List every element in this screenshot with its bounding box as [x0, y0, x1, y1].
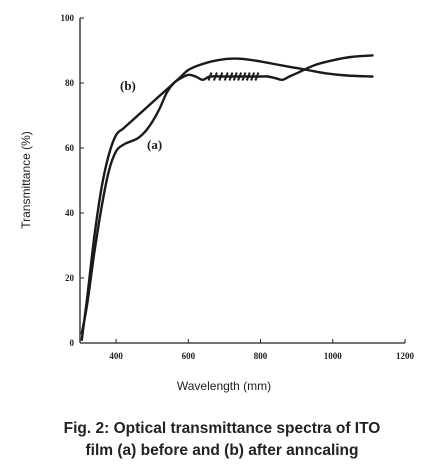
curve-hatch-mark — [245, 72, 251, 81]
curve-hatch-mark — [207, 72, 213, 81]
y-tick-label: 40 — [65, 208, 75, 218]
curve-hatch-mark — [232, 72, 238, 81]
x-tick-label: 1200 — [396, 351, 415, 361]
curve-hatch-mark — [218, 72, 224, 81]
curve-hatch-mark — [228, 72, 234, 81]
y-tick-label: 80 — [65, 78, 75, 88]
y-tick-label: 60 — [65, 143, 75, 153]
y-axis-ticks: 0 20 40 60 80 100 — [61, 13, 84, 348]
y-tick-label: 0 — [70, 338, 75, 348]
x-tick-label: 1000 — [324, 351, 343, 361]
series-line-b — [80, 57, 374, 341]
chart-axes — [79, 18, 405, 344]
x-axis-title: Wavelength (mm) — [177, 379, 271, 393]
figure-caption-line-1: Fig. 2: Optical transmittance spectra of… — [63, 420, 381, 437]
figure-caption-line-2: film (a) before and (b) after anncaling — [85, 442, 359, 459]
x-axis-ticks: 400 600 800 1000 1200 — [109, 339, 415, 361]
curve-hatch-mark — [223, 72, 229, 81]
x-tick-label: 800 — [254, 351, 268, 361]
curve-hatch-mark — [254, 72, 260, 81]
x-tick-label: 600 — [182, 351, 196, 361]
series-line-a — [80, 54, 374, 335]
series-layer — [80, 54, 374, 341]
y-tick-label: 100 — [61, 13, 75, 23]
curve-hatch-mark — [212, 72, 218, 81]
y-tick-label: 20 — [65, 273, 75, 283]
curve-hatch-mark — [250, 72, 256, 81]
curve-hatch-mark — [241, 72, 247, 81]
y-axis-title: Transmittance (%) — [19, 131, 33, 229]
series-label-a: (a) — [147, 137, 162, 152]
transmittance-chart: 0 20 40 60 80 100 400 600 800 1000 1200 (b) (a) W… — [19, 13, 415, 393]
curve-hatch-mark — [237, 72, 243, 81]
x-tick-label: 400 — [109, 351, 123, 361]
series-label-b: (b) — [120, 78, 136, 93]
